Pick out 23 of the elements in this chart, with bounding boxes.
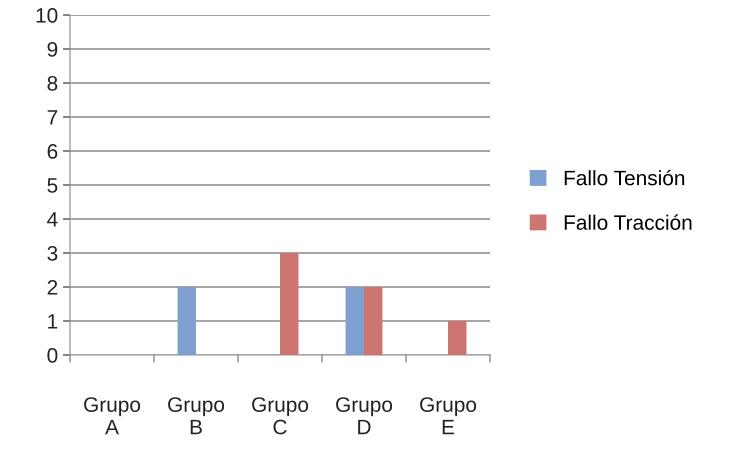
y-tick-label: 3 [47,246,58,261]
bar [178,287,196,355]
y-tick-label: 7 [48,110,58,125]
x-tick-label: Grupo A [84,397,140,434]
bar [364,287,382,355]
bar [448,321,466,355]
bar [280,253,298,355]
y-tick-label: 6 [48,144,58,159]
y-tick-label: 0 [47,348,58,363]
y-tick-label: 8 [48,76,58,91]
legend-label: Fallo Tensión [564,170,684,186]
legend-label: Fallo Tracción [564,214,692,230]
y-tick-label: 1 [48,314,58,329]
x-tick-label: Grupo B [168,397,224,434]
x-tick-label: Grupo D [336,397,392,434]
bar [346,287,364,355]
x-tick-label: Grupo C [252,397,308,434]
y-tick-label: 2 [48,280,58,295]
x-tick-label: Grupo E [420,397,476,434]
y-tick-label: 4 [47,212,58,227]
y-tick-label: 9 [48,42,58,57]
y-tick-label: 10 [36,8,58,23]
y-tick-label: 5 [47,178,58,193]
